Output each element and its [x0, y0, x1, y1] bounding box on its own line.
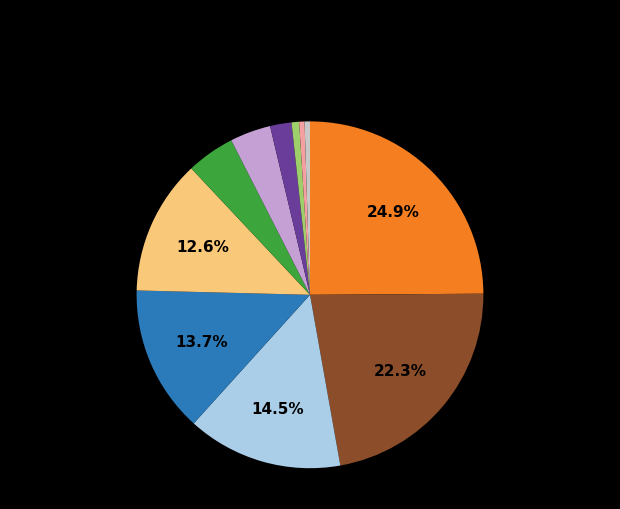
- Wedge shape: [291, 123, 310, 295]
- Wedge shape: [192, 141, 310, 295]
- Wedge shape: [136, 169, 310, 295]
- Text: 14.5%: 14.5%: [251, 401, 304, 416]
- Wedge shape: [136, 291, 310, 423]
- Wedge shape: [193, 295, 340, 468]
- Wedge shape: [310, 294, 484, 466]
- Wedge shape: [304, 122, 310, 295]
- Text: 13.7%: 13.7%: [175, 334, 228, 349]
- Wedge shape: [231, 127, 310, 295]
- Text: 24.9%: 24.9%: [366, 204, 420, 219]
- Wedge shape: [299, 122, 310, 295]
- Text: 12.6%: 12.6%: [176, 240, 229, 254]
- Wedge shape: [270, 123, 310, 295]
- Text: 22.3%: 22.3%: [374, 363, 427, 378]
- Wedge shape: [310, 122, 484, 295]
